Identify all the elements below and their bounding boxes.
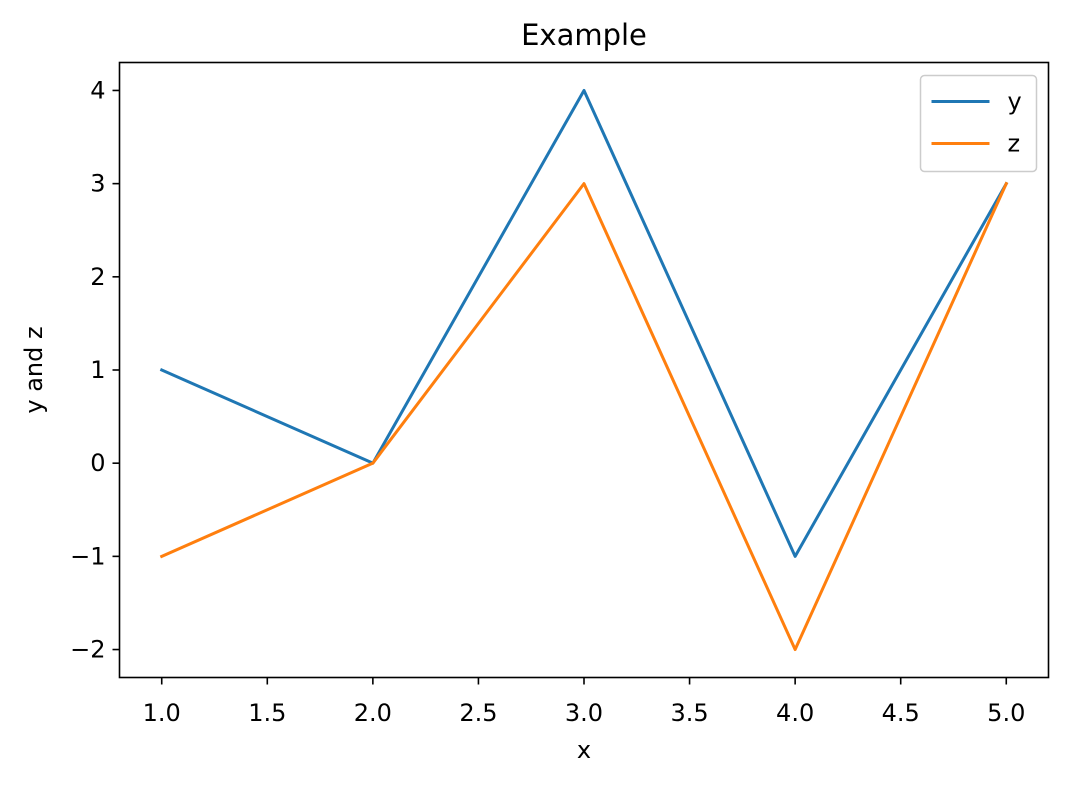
series-line-z <box>159 181 1009 652</box>
plot-area <box>119 62 1049 678</box>
x-tick-label: 1.5 <box>248 699 286 727</box>
legend-label-y: y <box>1008 88 1022 116</box>
y-tick-label: 3 <box>90 170 105 198</box>
chart-title: Example <box>521 18 647 52</box>
x-tick-label: 3.0 <box>565 699 603 727</box>
y-tick-label: 2 <box>90 263 105 291</box>
x-tick-label: 2.0 <box>354 699 392 727</box>
series-line-y <box>159 88 1009 558</box>
legend-label-z: z <box>1008 130 1021 158</box>
x-tick-label: 4.0 <box>776 699 814 727</box>
y-axis-label: y and z <box>20 326 48 413</box>
y-tick-label: 0 <box>90 449 105 477</box>
x-tick-label: 1.0 <box>143 699 181 727</box>
x-tick-label: 2.5 <box>459 699 497 727</box>
x-tick-label: 4.5 <box>882 699 920 727</box>
x-axis-label: x <box>577 736 591 764</box>
y-tick-label: 4 <box>90 76 105 104</box>
y-tick-label: −2 <box>70 636 105 664</box>
legend-box <box>919 74 1038 173</box>
x-tick-label: 3.5 <box>670 699 708 727</box>
y-tick-label: 1 <box>90 356 105 384</box>
x-tick-label: 5.0 <box>987 699 1025 727</box>
y-tick-label: −1 <box>70 542 105 570</box>
